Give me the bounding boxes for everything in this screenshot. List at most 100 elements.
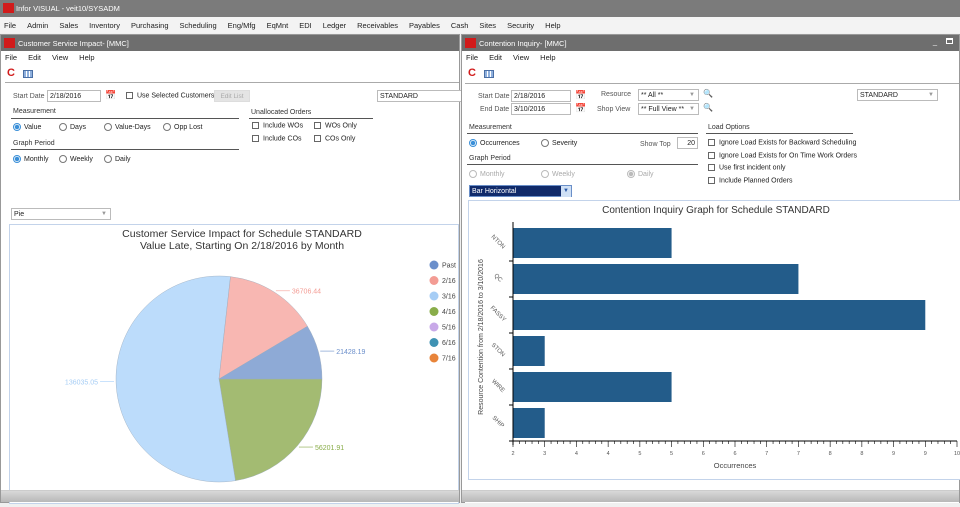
menu-security[interactable]: Security: [507, 20, 535, 30]
radio-value[interactable]: Value: [13, 123, 41, 131]
checkbox-label: Ignore Load Exists for Backward Scheduli…: [719, 139, 857, 147]
shop-view-select[interactable]: ** Full View ** ▼: [638, 103, 699, 115]
pie-slice-Past[interactable]: [218, 325, 323, 380]
checkbox-include-planned-orders[interactable]: Include Planned Orders: [708, 177, 793, 184]
checkbox-ignore-load-exists-for-backward-scheduling[interactable]: Ignore Load Exists for Backward Scheduli…: [708, 139, 856, 146]
radio-label: Days: [70, 123, 86, 131]
menu-payables[interactable]: Payables: [409, 20, 440, 30]
menu-file[interactable]: File: [466, 53, 479, 62]
checkbox-cos-only[interactable]: COs Only: [314, 135, 355, 142]
graph-type-select[interactable]: Bar Horizontal ▼: [469, 185, 572, 197]
minimize-icon[interactable]: _: [932, 37, 937, 46]
radio-daily[interactable]: Daily: [104, 155, 131, 163]
radio-value-days[interactable]: Value-Days: [104, 123, 151, 131]
menu-help[interactable]: Help: [540, 53, 556, 62]
shop-view-lookup-icon[interactable]: 🔍: [703, 103, 713, 112]
menu-sites[interactable]: Sites: [479, 20, 497, 30]
menu-file[interactable]: File: [5, 53, 18, 62]
checkbox-include-cos[interactable]: Include COs: [252, 135, 302, 142]
pie-slice-2-16[interactable]: [218, 276, 308, 380]
menu-edit[interactable]: Edit: [489, 53, 503, 62]
radio-opp-lost[interactable]: Opp Lost: [163, 123, 202, 131]
checkbox-icon: [708, 139, 715, 146]
menu-help[interactable]: Help: [79, 53, 95, 62]
radio-days[interactable]: Days: [59, 123, 86, 131]
menu-view[interactable]: View: [52, 53, 69, 62]
bar-ship[interactable]: [513, 408, 545, 438]
window-title-bar: Customer Service Impact- [MMC]: [1, 35, 459, 51]
checkbox-label: WOs Only: [325, 122, 357, 130]
chart-title: Contention Inquiry Graph for Schedule ST…: [602, 205, 830, 216]
horizontal-scrollbar[interactable]: [1, 490, 459, 502]
radio-monthly[interactable]: Monthly: [13, 155, 49, 163]
menu-file[interactable]: File: [4, 20, 17, 30]
checkbox-use-first-incident-only[interactable]: Use first incident only: [708, 164, 786, 171]
menu-eqmnt[interactable]: EqMnt: [266, 20, 289, 30]
pie-slice-4-16[interactable]: [218, 378, 323, 481]
window-title: Contention Inquiry- [MMC]: [479, 38, 567, 48]
menu-inventory[interactable]: Inventory: [89, 20, 120, 30]
bar-qc[interactable]: [513, 264, 799, 294]
menu-engmfg[interactable]: Eng/Mfg: [227, 20, 256, 30]
radio-label: Monthly: [480, 170, 505, 178]
use-selected-customers-checkbox[interactable]: Use Selected Customers: [126, 92, 214, 99]
calendar-icon[interactable]: 📅: [575, 103, 587, 113]
menu-purchasing[interactable]: Purchasing: [130, 20, 169, 30]
refresh-icon[interactable]: C: [7, 67, 15, 79]
radio-severity[interactable]: Severity: [541, 139, 577, 147]
schedule-value: STANDARD: [860, 92, 898, 99]
pie-slice-3-16[interactable]: [115, 275, 236, 483]
menu-admin[interactable]: Admin: [27, 20, 49, 30]
calendar-icon[interactable]: 📅: [105, 90, 117, 100]
maximize-icon[interactable]: [946, 38, 953, 44]
checkbox-label: Use Selected Customers: [137, 92, 215, 100]
resource-lookup-icon[interactable]: 🔍: [703, 89, 713, 98]
calendar-icon[interactable]: 📅: [575, 90, 587, 100]
menu-help[interactable]: Help: [545, 20, 561, 30]
checkbox-label: Include Planned Orders: [719, 177, 793, 185]
bar-wire[interactable]: [513, 372, 672, 402]
show-top-input[interactable]: 20: [677, 137, 698, 149]
y-tick-label: FASSY: [489, 305, 507, 323]
schedule-select[interactable]: STANDARD ▼: [857, 89, 938, 101]
checkbox-include-wos[interactable]: Include WOs: [252, 122, 303, 129]
divider: [11, 118, 239, 119]
resource-select[interactable]: ** All ** ▼: [638, 89, 699, 101]
checkbox-wos-only[interactable]: WOs Only: [314, 122, 357, 129]
horizontal-scrollbar[interactable]: [462, 490, 959, 502]
radio-icon: [59, 155, 67, 163]
grid-view-icon[interactable]: [22, 69, 33, 78]
radio-daily[interactable]: Daily: [627, 170, 654, 178]
checkbox-ignore-load-exists-for-on-time-work-orders[interactable]: Ignore Load Exists for On Time Work Orde…: [708, 152, 857, 159]
radio-weekly[interactable]: Weekly: [59, 155, 93, 163]
divider: [706, 133, 853, 134]
menu-ledger[interactable]: Ledger: [322, 20, 347, 30]
end-date-input[interactable]: 3/10/2016: [511, 103, 571, 115]
x-tick-label: 9: [924, 451, 927, 457]
start-date-input[interactable]: 2/18/2016: [47, 90, 101, 102]
radio-occurrences[interactable]: Occurrences: [469, 139, 520, 147]
menu-edit[interactable]: Edit: [28, 53, 42, 62]
edit-list-button[interactable]: Edit List: [214, 90, 250, 102]
divider: [467, 133, 698, 134]
schedule-input[interactable]: STANDARD: [377, 90, 467, 102]
menu-scheduling[interactable]: Scheduling: [179, 20, 217, 30]
bar-ston[interactable]: [513, 336, 545, 366]
menu-view[interactable]: View: [513, 53, 530, 62]
refresh-icon[interactable]: C: [468, 67, 476, 79]
bar-nton[interactable]: [513, 228, 672, 258]
radio-monthly[interactable]: Monthly: [469, 170, 505, 178]
slice-value-label: 36706.44: [292, 289, 321, 296]
legend-label: Past: [442, 263, 456, 270]
checkbox-icon: [314, 135, 321, 142]
start-date-input[interactable]: 2/18/2016: [511, 90, 571, 102]
menu-sales[interactable]: Sales: [59, 20, 79, 30]
menu-edi[interactable]: EDI: [299, 20, 312, 30]
grid-view-icon[interactable]: [483, 69, 494, 78]
graph-type-select[interactable]: Pie ▼: [11, 208, 111, 220]
bar-fassy[interactable]: [513, 300, 926, 330]
radio-label: Daily: [115, 155, 131, 163]
menu-cash[interactable]: Cash: [450, 20, 469, 30]
menu-receivables[interactable]: Receivables: [357, 20, 398, 30]
radio-weekly[interactable]: Weekly: [541, 170, 575, 178]
